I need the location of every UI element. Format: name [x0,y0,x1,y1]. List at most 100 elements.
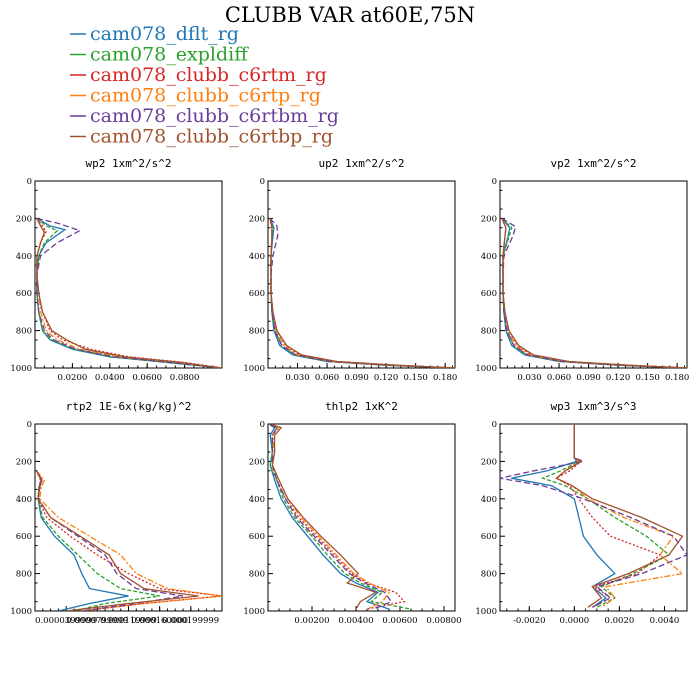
series-line-3 [269,218,455,368]
series-line-1 [540,424,671,608]
panel-6: wp3 1xm^3/s^3 0 200 400 600 800 1000 -0.0020 0.0… [475,400,688,626]
y-tick-label: 600 [481,532,497,542]
series-line-5 [555,424,684,608]
plot-frame [267,180,456,369]
y-tick-label: 400 [16,495,32,505]
y-tick-label: 400 [249,495,265,505]
x-tick-label: 0.00600 [382,616,417,626]
series-line-1 [36,470,160,611]
y-tick-label: 400 [249,252,265,262]
legend-entry-2: cam078_clubb_c6rtm_rg [70,64,327,86]
x-tick-label: 0.00400 [338,616,373,626]
y-tick-label: 800 [16,327,32,337]
series-group [36,217,222,368]
y-tick-label: 1000 [10,364,32,374]
legend-label: cam078_clubb_c6rtp_rg [90,85,321,107]
y-tick-label: 1000 [243,607,265,617]
series-line-1 [269,218,455,368]
series-group [500,424,687,608]
y-tick-label: 1000 [475,607,497,617]
x-tick-label: 0.000199999 [162,616,219,626]
x-tick-label: 0.0000799999 [66,616,128,626]
x-tick-label: 0.0000399999 [35,616,97,626]
legend-entry-5: cam078_clubb_c6rtbp_rg [70,126,333,148]
series-line-5 [271,424,378,610]
y-tick-label: 800 [249,570,265,580]
series-line-5 [36,470,199,611]
y-tick-label: 0 [492,177,497,187]
series-line-1 [36,217,222,368]
y-tick-label: 600 [249,289,265,299]
panel-title: wp2 1xm^2/s^2 [85,157,171,170]
legend-entry-1: cam078_expldiff [70,44,249,66]
x-tick-label: 0.090 [576,373,600,383]
plot-frame [267,423,456,612]
series-line-4 [36,217,222,368]
x-tick-label: 0.150 [635,373,659,383]
x-tick-label: 0.00800 [426,616,461,626]
x-tick-label: 0.0400 [95,373,125,383]
y-tick-label: 600 [16,289,32,299]
legend: cam078_dflt_rgcam078_expldiffcam078_club… [70,23,339,148]
legend-entry-0: cam078_dflt_rg [70,23,239,45]
y-tick-label: 400 [481,495,497,505]
x-tick-label: 0.00200 [294,616,329,626]
legend-label: cam078_expldiff [90,44,249,66]
panel-title: rtp2 1E-6x(kg/kg)^2 [66,400,192,413]
series-line-2 [269,218,455,368]
series-line-3 [501,218,687,368]
figure-title: CLUBB VAR at60E,75N [225,3,475,27]
y-tick-label: 800 [481,570,497,580]
x-tick-label: 0.030 [517,373,541,383]
x-tick-label: 0.060 [547,373,571,383]
y-tick-label: 200 [249,214,265,224]
x-tick-label: 0.090 [344,373,368,383]
y-tick-label: 400 [481,252,497,262]
panel-title: thlp2 1xK^2 [325,400,398,413]
y-tick-label: 0 [260,177,265,187]
series-group [501,217,687,368]
series-line-4 [36,470,184,611]
x-tick-label: 0.120 [606,373,630,383]
x-tick-label: 0.060 [315,373,339,383]
panel-1: wp2 1xm^2/s^2 0 200 400 600 800 1000 0.0200 0.04… [10,157,223,383]
series-line-0 [511,424,616,608]
y-tick-label: 800 [249,327,265,337]
y-tick-label: 0 [27,420,32,430]
y-tick-label: 200 [16,457,32,467]
x-tick-label: 0.0000 [559,616,589,626]
legend-entry-4: cam078_clubb_c6rtbm_rg [70,105,339,127]
x-tick-label: 0.000119999 [100,616,157,626]
legend-label: cam078_clubb_c6rtm_rg [90,64,327,86]
series-line-1 [501,217,687,368]
series-line-2 [271,424,406,610]
legend-entry-3: cam078_clubb_c6rtp_rg [70,85,321,107]
y-tick-label: 200 [249,457,265,467]
x-tick-label: 0.120 [374,373,398,383]
series-group [36,470,222,611]
y-tick-label: 0 [492,420,497,430]
series-line-5 [269,218,455,368]
panel-4: rtp2 1E-6x(kg/kg)^2020040060080010000.00… [10,400,223,626]
y-tick-label: 1000 [10,607,32,617]
panels: wp2 1xm^2/s^2 0 200 400 600 800 1000 0.0200 0.04… [10,157,689,626]
y-tick-label: 0 [27,177,32,187]
x-tick-label: 0.0200 [58,373,88,383]
legend-label: cam078_dflt_rg [90,23,239,45]
x-tick-label: 0.0020 [605,616,635,626]
x-tick-label: 0.180 [433,373,457,383]
series-group [269,217,455,368]
y-tick-label: 600 [481,289,497,299]
series-line-4 [269,217,455,368]
panel-title: up2 1xm^2/s^2 [318,157,404,170]
y-tick-label: 600 [16,532,32,542]
series-line-0 [36,470,129,611]
x-tick-label: 0.030 [285,373,309,383]
series-line-5 [36,218,222,368]
series-line-3 [36,470,222,611]
series-line-2 [501,218,687,368]
panel-2: up2 1xm^2/s^2 0 200 400 600 800 1000 0.030 0.060… [243,157,457,383]
y-tick-label: 600 [249,532,265,542]
y-tick-label: 200 [481,214,497,224]
